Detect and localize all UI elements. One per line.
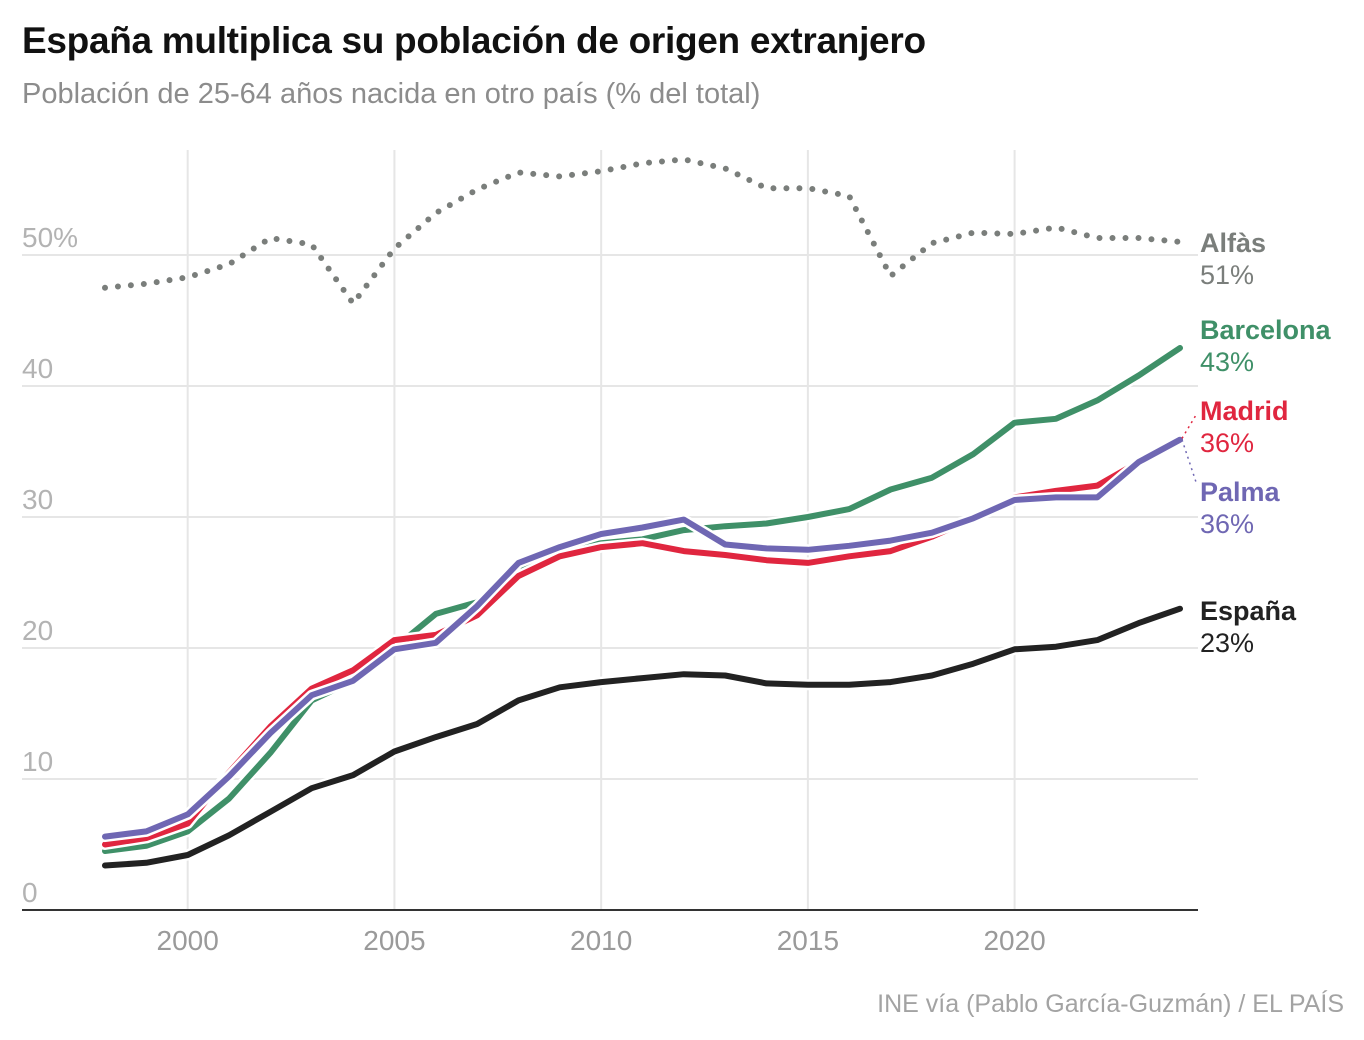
series-label-alfas: Alfàs (1200, 228, 1266, 258)
series-line-palma (102, 436, 1183, 840)
x-tick-label: 2005 (363, 925, 425, 956)
source-note: INE vía (Pablo García-Guzmán) / EL PAÍS (877, 990, 1344, 1018)
y-tick-label: 20 (22, 615, 53, 646)
series-label-espana: España (1200, 596, 1297, 626)
label-connector (1181, 414, 1197, 439)
y-tick-label: 50% (22, 222, 78, 253)
series-label-barcelona: Barcelona (1200, 315, 1332, 345)
label-connector (1181, 439, 1197, 483)
series-lines (99, 156, 1186, 871)
series-value-madrid: 36% (1200, 428, 1254, 458)
x-tick-label: 2000 (157, 925, 219, 956)
y-tick-label: 0 (22, 877, 38, 908)
series-line-alfas (102, 156, 1183, 307)
series-label-palma: Palma (1200, 477, 1281, 507)
series-label-madrid: Madrid (1200, 396, 1289, 426)
series-value-espana: 23% (1200, 628, 1254, 658)
series-value-palma: 36% (1200, 509, 1254, 539)
series-value-barcelona: 43% (1200, 347, 1254, 377)
chart-subtitle: Población de 25-64 años nacida en otro p… (22, 78, 761, 110)
y-tick-label: 30 (22, 484, 53, 515)
y-tick-label: 40 (22, 353, 53, 384)
x-axis-ticks: 2000 2005 2010 2015 2020 (157, 925, 1046, 956)
series-value-alfas: 51% (1200, 260, 1254, 290)
chart-title: España multiplica su población de origen… (22, 20, 926, 61)
series-line-espana (102, 605, 1183, 869)
x-tick-label: 2015 (777, 925, 839, 956)
x-tick-label: 2010 (570, 925, 632, 956)
y-axis-ticks: 0 10 20 30 40 50% (22, 222, 78, 908)
series-end-labels: Alfàs51%Barcelona43%Madrid36%Palma36%Esp… (1181, 228, 1332, 658)
x-tick-label: 2020 (983, 925, 1045, 956)
series-line-barcelona (102, 345, 1183, 854)
y-tick-label: 10 (22, 746, 53, 777)
